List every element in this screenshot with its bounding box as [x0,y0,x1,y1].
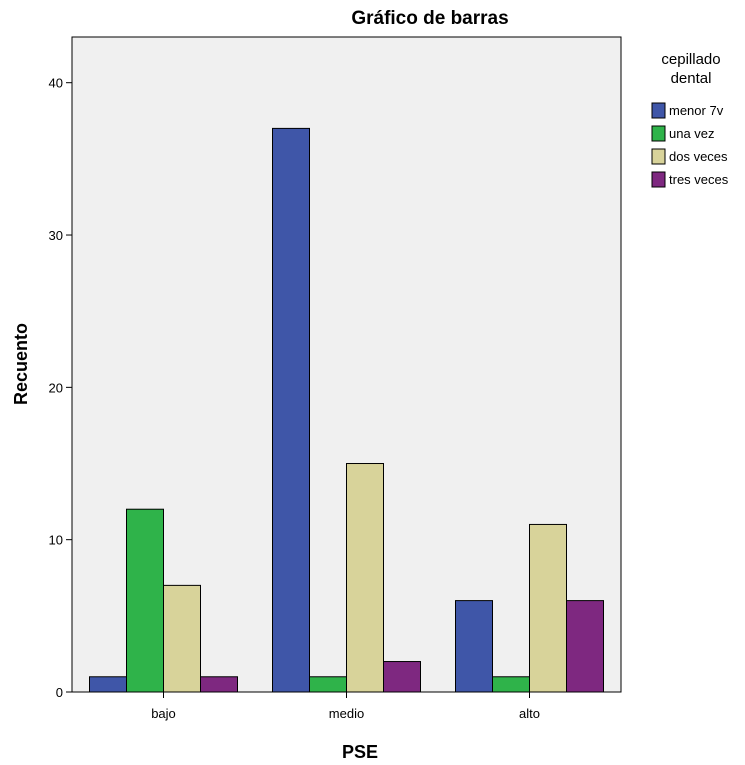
bars-group [89,127,604,693]
bar-bajo-0 [89,676,127,693]
x-tick-label-alto: alto [519,706,540,721]
bar-bajo-2 [163,584,201,693]
legend-swatch-1 [651,125,666,142]
legend-items: menor 7v una vez dos veces tres veces [651,102,729,188]
x-tick-label-bajo: bajo [151,706,176,721]
legend-label-1: una vez [669,126,715,141]
bar-alto-0 [455,600,493,693]
legend-swatch-3 [651,171,666,188]
y-axis: 0 10 20 30 40 [49,76,72,700]
legend-swatch-0 [651,102,666,119]
chart-title: Gráfico de barras [351,8,508,29]
y-tick-label-3: 30 [49,228,63,243]
bar-bajo-1 [126,508,164,693]
legend-title-line-2: dental [671,70,712,87]
y-axis-title: Recuento [11,323,31,405]
bar-bajo-3 [200,676,238,693]
bar-medio-0 [272,127,310,693]
legend: cepillado dental menor 7v una vez dos vece… [651,51,729,188]
legend-label-3: tres veces [669,172,729,187]
y-tick-label-0: 0 [56,685,63,700]
legend-label-2: dos veces [669,149,728,164]
bar-medio-3 [383,661,421,693]
bar-alto-3 [566,600,604,693]
y-tick-label-2: 20 [49,380,63,395]
x-axis: bajo medio alto [151,692,540,721]
x-tick-label-medio: medio [329,706,364,721]
y-tick-label-4: 40 [49,76,63,91]
x-axis-title: PSE [342,742,378,762]
y-tick-label-1: 10 [49,533,63,548]
legend-label-0: menor 7v [669,103,724,118]
bar-medio-1 [309,676,347,693]
legend-title-line-1: cepillado [661,51,720,68]
bar-alto-2 [529,523,567,693]
bar-medio-2 [346,463,384,693]
bar-alto-1 [492,676,530,693]
legend-swatch-2 [651,148,666,165]
